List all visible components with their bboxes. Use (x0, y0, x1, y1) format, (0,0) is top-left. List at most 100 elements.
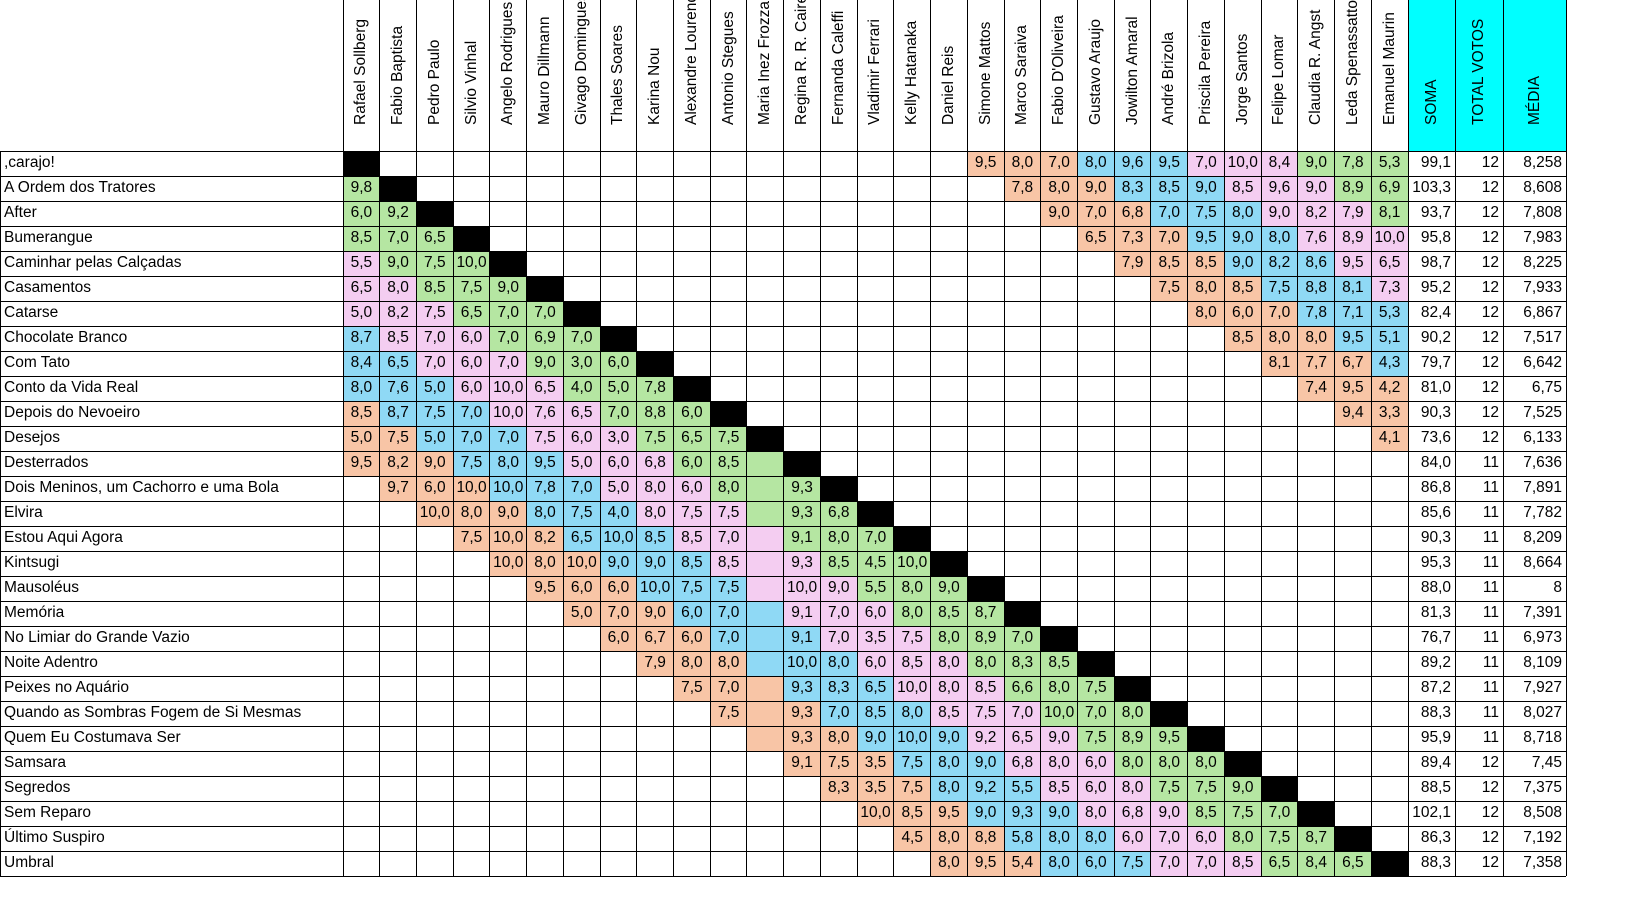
score-cell (490, 751, 527, 776)
score-cell (1371, 676, 1408, 701)
soma-cell: 76,7 (1420, 629, 1451, 646)
score-cell (1335, 626, 1372, 651)
score-cell: 8,0 (379, 276, 417, 301)
score-cell: 7,0 (857, 526, 894, 551)
score-cell (527, 201, 564, 226)
score-cell: 6,0 (1077, 776, 1115, 801)
score-cell (637, 276, 674, 301)
media-cell: 6,867 (1523, 304, 1562, 321)
score-cell (931, 226, 968, 251)
score-cell (1077, 501, 1114, 526)
jury-name: Mauro Dillmann (535, 16, 553, 125)
score-cell (967, 551, 1004, 576)
score-cell: 6,0 (673, 451, 711, 476)
score-cell (857, 201, 894, 226)
total-cell: 11 (1482, 579, 1499, 596)
score-cell (1371, 751, 1408, 776)
score-cell: 9,0 (1261, 201, 1298, 226)
jury-name: André Brizola (1160, 31, 1178, 125)
score-cell (747, 326, 784, 351)
score-cell (1041, 351, 1078, 376)
score-cell (1298, 501, 1335, 526)
score-cell (416, 526, 453, 551)
score-cell (894, 326, 931, 351)
column-header-jury: Fernanda Caleffi (820, 0, 857, 151)
score-cell (1298, 526, 1335, 551)
score-cell: 8,0 (710, 651, 747, 676)
score-cell: 6,0 (857, 651, 894, 676)
score-cell (1371, 776, 1408, 801)
score-cell (710, 326, 747, 351)
score-cell (490, 851, 527, 876)
media-cell: 6,75 (1531, 379, 1562, 396)
score-cell (784, 351, 821, 376)
score-cell (1335, 801, 1372, 826)
score-cell (1224, 526, 1261, 551)
score-cell (380, 151, 417, 176)
score-cell: 8,0 (1297, 326, 1335, 351)
score-cell (1151, 501, 1188, 526)
score-cell: 8,5 (1224, 326, 1262, 351)
score-cell (453, 801, 490, 826)
score-cell: 7,0 (600, 401, 637, 426)
score-cell (1114, 301, 1151, 326)
score-cell (747, 276, 784, 301)
score-cell: 8,9 (1114, 726, 1151, 751)
score-cell: 8,4 (1297, 851, 1335, 876)
score-cell: 7,5 (1150, 776, 1188, 801)
score-cell (747, 251, 784, 276)
media-cell: 8,664 (1523, 554, 1562, 571)
grid-line (1223, 0, 1225, 876)
soma-cell: 81,3 (1420, 604, 1451, 621)
score-cell (857, 176, 894, 201)
grid-line (0, 300, 1566, 302)
score-cell: 6,5 (1334, 851, 1372, 876)
column-header-jury: Emanuel Maurin (1371, 0, 1408, 151)
score-cell (857, 226, 894, 251)
score-cell: 7,3 (1114, 226, 1151, 251)
score-cell (343, 851, 380, 876)
grid-line (0, 750, 1566, 752)
score-cell (453, 776, 490, 801)
grid-line (489, 0, 491, 876)
score-cell (784, 301, 821, 326)
score-cell (416, 676, 453, 701)
grid-line (0, 550, 1566, 552)
score-cell (710, 251, 747, 276)
score-cell: 5,5 (1004, 776, 1041, 801)
score-cell (416, 751, 453, 776)
grid-line (0, 175, 1566, 177)
grid-line (0, 425, 1566, 427)
diagonal-block (1114, 676, 1151, 701)
column-header-jury: Angelo Rodrigues (490, 0, 527, 151)
score-cell: 10,0 (563, 551, 601, 576)
score-cell (563, 201, 600, 226)
score-cell: 7,5 (636, 426, 674, 451)
score-cell (1261, 551, 1298, 576)
column-header-jury: Givago Domingues (563, 0, 600, 151)
story-title: Bumerangue (4, 229, 93, 246)
score-cell (1077, 451, 1114, 476)
media-cell: 8,027 (1523, 704, 1562, 721)
score-cell (637, 301, 674, 326)
story-title: Samsara (4, 754, 67, 771)
score-cell: 9,0 (1040, 801, 1078, 826)
score-cell (784, 201, 821, 226)
score-cell (416, 801, 453, 826)
diagonal-block (893, 526, 931, 551)
score-cell: 7,5 (563, 501, 601, 526)
score-cell: 7,5 (673, 676, 711, 701)
score-cell: 10,0 (489, 401, 527, 426)
score-cell (416, 701, 453, 726)
score-cell (747, 401, 784, 426)
score-cell: 9,3 (1004, 801, 1041, 826)
score-cell (1004, 426, 1041, 451)
score-cell (967, 251, 1004, 276)
score-cell (894, 851, 931, 876)
total-cell: 12 (1481, 354, 1499, 371)
jury-name: Claudia R. Angst (1307, 9, 1325, 125)
score-cell (1224, 501, 1261, 526)
score-cell (857, 426, 894, 451)
score-cell (527, 726, 564, 751)
jury-name: Regina R. R. Caires (793, 0, 811, 125)
